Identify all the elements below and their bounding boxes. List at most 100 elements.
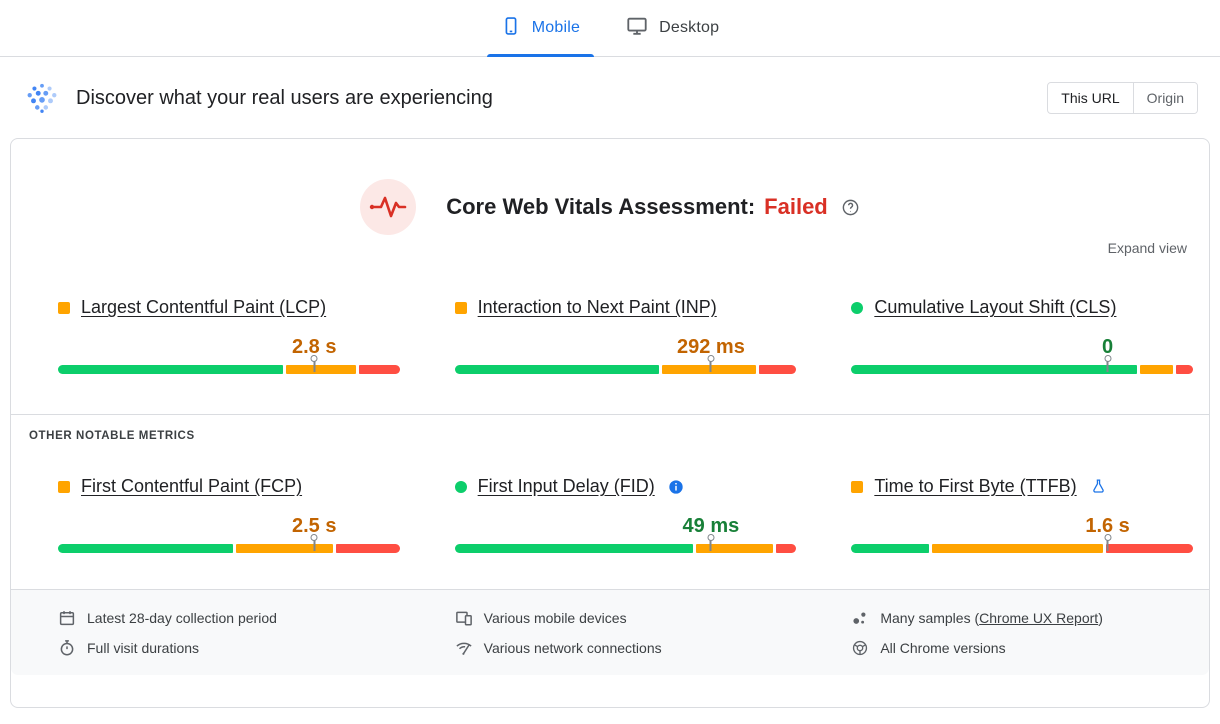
calendar-icon xyxy=(58,609,76,627)
assessment-header: Core Web Vitals Assessment: Failed xyxy=(11,139,1209,235)
info-icon[interactable] xyxy=(668,479,684,495)
gauge-good-segment xyxy=(851,365,1137,374)
gauge-needs-improvement-segment xyxy=(1139,365,1174,374)
scope-origin-button[interactable]: Origin xyxy=(1132,83,1197,113)
core-metrics-row: Largest Contentful Paint (LCP) 2.8 s Int… xyxy=(11,297,1209,374)
metric-value: 292 ms xyxy=(676,336,745,358)
footer-text: Many samples (Chrome UX Report) xyxy=(880,609,1103,626)
metric-status-marker xyxy=(851,480,864,493)
metric-name-link[interactable]: Largest Contentful Paint (LCP) xyxy=(81,297,327,317)
metric-value: 1.6 s xyxy=(1085,515,1130,537)
metric-value: 0 xyxy=(1102,336,1114,358)
footer-column-collection: Latest 28-day collection period Full vis… xyxy=(58,601,400,664)
expand-view-button[interactable]: Expand view xyxy=(1107,240,1187,256)
metric-status-marker xyxy=(58,480,70,493)
tab-mobile[interactable]: Mobile xyxy=(485,0,596,57)
samples-icon xyxy=(851,609,869,627)
metric-status-marker xyxy=(454,480,467,493)
metric-fid: First Input Delay (FID) 49 ms xyxy=(454,476,797,553)
gauge-poor-segment xyxy=(359,365,400,374)
gauge-poor-segment xyxy=(776,544,797,553)
metric-distribution-gauge xyxy=(851,355,1193,374)
network-connections-icon xyxy=(455,639,473,657)
footer-item: Full visit durations xyxy=(58,634,400,661)
metric-distribution-gauge xyxy=(454,534,797,553)
tab-mobile-label: Mobile xyxy=(531,19,581,36)
footer-column-samples: Many samples (Chrome UX Report) All Chro… xyxy=(851,601,1193,664)
assessment-title-row: Core Web Vitals Assessment: Failed xyxy=(446,194,860,220)
footer-item: Latest 28-day collection period xyxy=(58,604,400,631)
gauge-poor-segment xyxy=(1105,544,1193,553)
footer-text: Various network connections xyxy=(483,639,662,656)
gauge-needs-improvement-segment xyxy=(235,544,333,553)
metric-inp: Interaction to Next Paint (INP) 292 ms xyxy=(454,297,797,374)
p75-marker-pin xyxy=(1102,534,1113,551)
footer-text: Latest 28-day collection period xyxy=(87,609,277,626)
footer-text: Full visit durations xyxy=(87,639,200,656)
footer-item: Various network connections xyxy=(455,634,797,661)
gauge-poor-segment xyxy=(1176,365,1193,374)
p75-marker-pin xyxy=(309,534,320,551)
gauge-needs-improvement-segment xyxy=(662,365,757,374)
p75-marker-pin xyxy=(705,534,716,551)
metric-value: 2.5 s xyxy=(291,515,337,537)
footer-text: All Chrome versions xyxy=(880,639,1006,656)
metric-value: 2.8 s xyxy=(291,336,337,358)
help-icon[interactable] xyxy=(841,198,860,217)
scope-toggle: This URL Origin xyxy=(1047,82,1198,114)
tab-desktop[interactable]: Desktop xyxy=(610,0,735,56)
other-metrics-row: First Contentful Paint (FCP) 2.5 s First… xyxy=(11,476,1209,553)
real-user-data-icon xyxy=(25,81,59,115)
gauge-good-segment xyxy=(454,544,693,553)
chrome-icon xyxy=(851,639,869,657)
metric-fcp: First Contentful Paint (FCP) 2.5 s xyxy=(58,476,400,553)
metric-status-marker xyxy=(58,301,70,314)
metric-cls: Cumulative Layout Shift (CLS) 0 xyxy=(851,297,1193,374)
gauge-needs-improvement-segment xyxy=(285,365,357,374)
footer-item: Various mobile devices xyxy=(455,604,797,631)
gauge-needs-improvement-segment xyxy=(695,544,774,553)
tab-desktop-label: Desktop xyxy=(659,19,720,36)
gauge-poor-segment xyxy=(335,544,400,553)
stopwatch-icon xyxy=(58,639,76,657)
chrome-ux-report-link[interactable]: Chrome UX Report xyxy=(979,609,1099,626)
scope-this-url-button[interactable]: This URL xyxy=(1048,83,1133,113)
gauge-good-segment xyxy=(58,544,233,553)
assessment-status: Failed xyxy=(764,194,828,219)
gauge-poor-segment xyxy=(759,365,797,374)
metric-value: 49 ms xyxy=(682,515,740,537)
pulse-icon xyxy=(360,179,417,235)
desktop-monitor-icon xyxy=(626,15,648,42)
metric-name-link[interactable]: First Input Delay (FID) xyxy=(477,476,655,496)
core-web-vitals-card: Core Web Vitals Assessment: Failed Expan… xyxy=(10,138,1210,708)
p75-marker-pin xyxy=(309,355,320,372)
footer-item: All Chrome versions xyxy=(851,634,1193,661)
metric-status-marker xyxy=(851,301,864,314)
metric-name-link[interactable]: Cumulative Layout Shift (CLS) xyxy=(874,297,1117,317)
metric-distribution-gauge xyxy=(851,534,1193,553)
gauge-needs-improvement-segment xyxy=(931,544,1103,553)
metric-ttfb: Time to First Byte (TTFB) 1.6 s xyxy=(851,476,1193,553)
metric-name-link[interactable]: First Contentful Paint (FCP) xyxy=(81,476,303,496)
footer-text: Various mobile devices xyxy=(483,609,627,626)
metric-distribution-gauge xyxy=(454,355,797,374)
other-metrics-label: OTHER NOTABLE METRICS xyxy=(29,430,195,442)
device-tabbar: Mobile Desktop xyxy=(0,0,1220,57)
gauge-good-segment xyxy=(454,365,660,374)
data-source-footer: Latest 28-day collection period Full vis… xyxy=(11,589,1209,675)
p75-marker-pin xyxy=(1102,355,1113,372)
footer-item: Many samples (Chrome UX Report) xyxy=(851,604,1193,631)
mobile-phone-icon xyxy=(501,16,521,41)
field-section-title: Discover what your real users are experi… xyxy=(76,86,493,109)
mobile-devices-icon xyxy=(455,609,473,627)
gauge-good-segment xyxy=(851,544,929,553)
footer-column-devices: Various mobile devices Various network c… xyxy=(455,601,797,664)
metric-distribution-gauge xyxy=(58,355,400,374)
field-data-header: Discover what your real users are experi… xyxy=(0,57,1220,133)
metric-name-link[interactable]: Time to First Byte (TTFB) xyxy=(874,476,1077,496)
section-divider xyxy=(11,414,1209,415)
metric-name-link[interactable]: Interaction to Next Paint (INP) xyxy=(477,297,717,317)
metric-distribution-gauge xyxy=(58,534,400,553)
experimental-flask-icon xyxy=(1090,478,1107,495)
metric-lcp: Largest Contentful Paint (LCP) 2.8 s xyxy=(58,297,400,374)
